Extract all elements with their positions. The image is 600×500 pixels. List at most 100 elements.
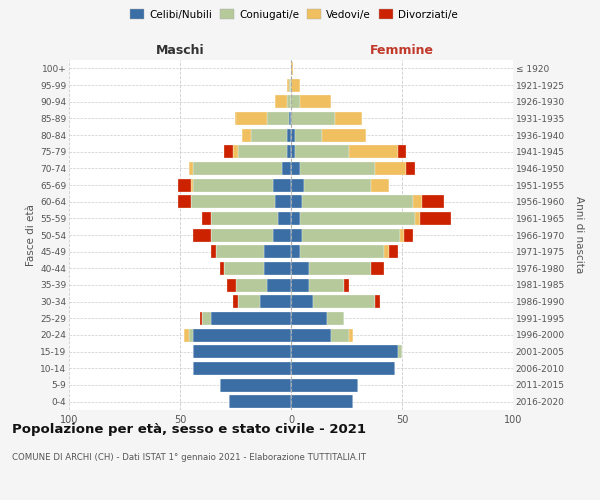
Bar	[287, 145, 291, 158]
Bar	[202, 212, 211, 225]
Bar	[275, 195, 291, 208]
Bar	[291, 345, 398, 358]
Bar	[202, 312, 211, 325]
Bar	[413, 195, 422, 208]
Bar	[389, 245, 398, 258]
Bar	[295, 145, 349, 158]
Bar	[384, 245, 389, 258]
Bar	[193, 162, 282, 175]
Bar	[291, 178, 304, 192]
Bar	[335, 112, 362, 125]
Bar	[291, 278, 309, 291]
Bar	[398, 345, 402, 358]
Text: COMUNE DI ARCHI (CH) - Dati ISTAT 1° gennaio 2021 - Elaborazione TUTTITALIA.IT: COMUNE DI ARCHI (CH) - Dati ISTAT 1° gen…	[12, 452, 366, 462]
Bar	[193, 178, 273, 192]
Bar	[291, 62, 293, 75]
Bar	[302, 195, 413, 208]
Bar	[406, 162, 415, 175]
Bar	[295, 128, 322, 141]
Bar	[193, 345, 291, 358]
Bar	[344, 278, 349, 291]
Bar	[289, 78, 291, 92]
Bar	[193, 228, 211, 241]
Bar	[238, 295, 260, 308]
Text: Popolazione per età, sesso e stato civile - 2021: Popolazione per età, sesso e stato civil…	[12, 422, 366, 436]
Bar	[420, 212, 451, 225]
Bar	[266, 278, 291, 291]
Bar	[193, 328, 291, 342]
Bar	[275, 95, 287, 108]
Bar	[291, 95, 300, 108]
Bar	[251, 128, 287, 141]
Bar	[233, 295, 238, 308]
Bar	[287, 95, 291, 108]
Bar	[300, 162, 376, 175]
Bar	[291, 295, 313, 308]
Bar	[273, 178, 291, 192]
Bar	[322, 128, 367, 141]
Bar	[291, 312, 326, 325]
Bar	[184, 328, 189, 342]
Bar	[220, 262, 224, 275]
Bar	[291, 245, 300, 258]
Bar	[349, 328, 353, 342]
Bar	[291, 362, 395, 375]
Bar	[229, 395, 291, 408]
Bar	[309, 262, 371, 275]
Bar	[349, 145, 398, 158]
Bar	[300, 95, 331, 108]
Bar	[287, 128, 291, 141]
Bar	[371, 178, 389, 192]
Bar	[215, 245, 265, 258]
Bar	[376, 295, 380, 308]
Bar	[400, 228, 404, 241]
Bar	[415, 212, 420, 225]
Bar	[224, 145, 233, 158]
Bar	[200, 312, 202, 325]
Bar	[178, 178, 191, 192]
Bar	[193, 362, 291, 375]
Bar	[265, 245, 291, 258]
Bar	[238, 145, 287, 158]
Bar	[291, 262, 309, 275]
Bar	[191, 195, 275, 208]
Bar	[291, 112, 335, 125]
Bar	[220, 378, 291, 392]
Bar	[404, 228, 413, 241]
Bar	[371, 262, 384, 275]
Legend: Celibi/Nubili, Coniugati/e, Vedovi/e, Divorziati/e: Celibi/Nubili, Coniugati/e, Vedovi/e, Di…	[126, 5, 462, 24]
Bar	[235, 278, 266, 291]
Bar	[189, 162, 193, 175]
Bar	[224, 262, 265, 275]
Bar	[291, 228, 302, 241]
Bar	[291, 145, 295, 158]
Bar	[422, 195, 444, 208]
Bar	[289, 112, 291, 125]
Bar	[242, 128, 251, 141]
Bar	[291, 78, 300, 92]
Bar	[260, 295, 291, 308]
Bar	[376, 162, 406, 175]
Bar	[313, 295, 376, 308]
Bar	[178, 195, 191, 208]
Bar	[304, 178, 371, 192]
Bar	[235, 112, 266, 125]
Text: Maschi: Maschi	[155, 44, 205, 57]
Bar	[291, 378, 358, 392]
Text: Femmine: Femmine	[370, 44, 434, 57]
Bar	[278, 212, 291, 225]
Bar	[300, 245, 384, 258]
Y-axis label: Fasce di età: Fasce di età	[26, 204, 36, 266]
Bar	[211, 212, 278, 225]
Bar	[291, 395, 353, 408]
Bar	[291, 212, 300, 225]
Bar	[331, 328, 349, 342]
Bar	[398, 145, 406, 158]
Bar	[273, 228, 291, 241]
Bar	[265, 262, 291, 275]
Bar	[189, 328, 193, 342]
Bar	[291, 128, 295, 141]
Bar	[211, 245, 215, 258]
Y-axis label: Anni di nascita: Anni di nascita	[574, 196, 584, 274]
Bar	[291, 328, 331, 342]
